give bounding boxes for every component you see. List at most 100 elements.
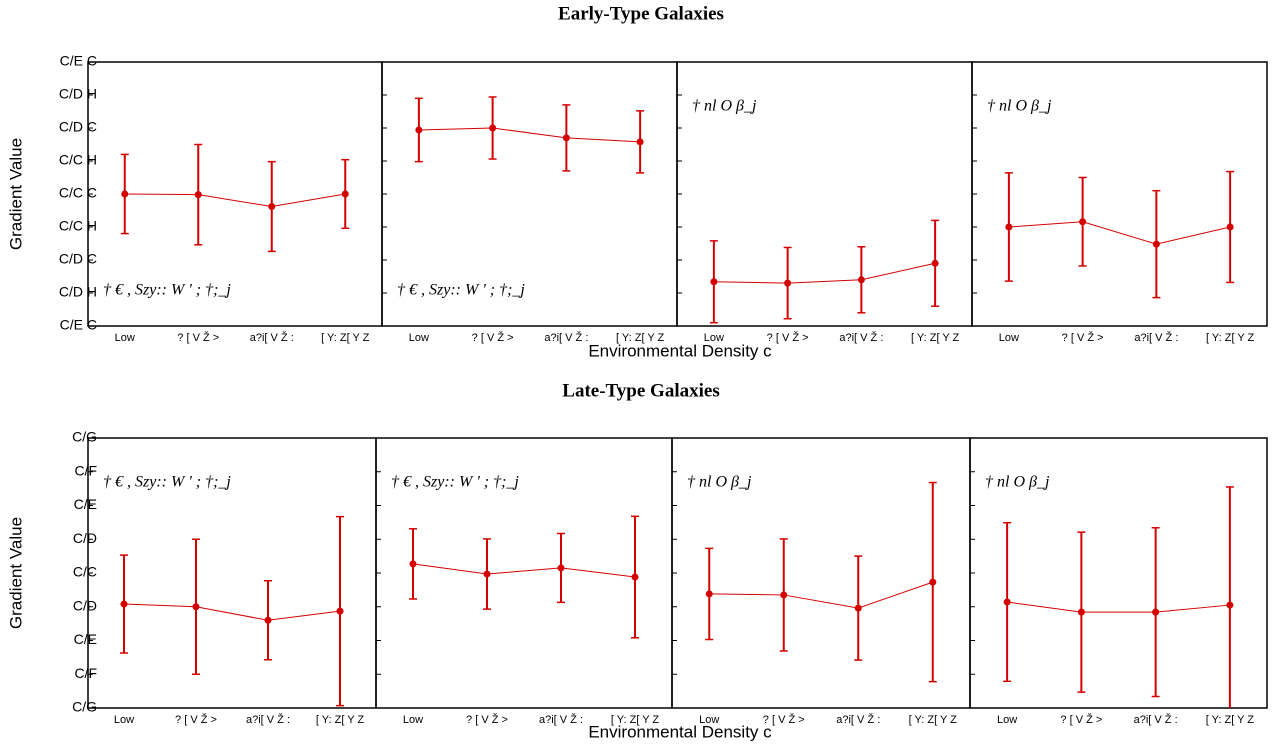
point <box>121 190 129 198</box>
x-tick-label: ? [ V Ž > <box>1060 713 1102 726</box>
point <box>341 190 349 198</box>
point <box>636 138 644 146</box>
point <box>710 278 718 286</box>
data-layer <box>120 515 344 707</box>
y-tick-label: C/E <box>74 496 97 512</box>
point <box>1226 601 1234 609</box>
annotation: † nl O β_j <box>687 474 752 491</box>
point <box>780 591 788 599</box>
x-tick-label: ? [ V Ž > <box>177 331 219 344</box>
annotation: † nl O β_j <box>987 98 1052 115</box>
annotation: † nl O β_j <box>692 98 757 115</box>
point <box>1003 598 1011 606</box>
annotation: † € , Szy:: W ' ; †;_j <box>103 282 231 299</box>
point <box>1152 608 1160 616</box>
x-tick-label: Low <box>699 714 719 726</box>
y-tick-label: C/D H <box>59 284 97 300</box>
point <box>854 604 862 612</box>
x-tick-label: a?i[ V Ž : <box>836 713 880 726</box>
annotation: † € , Szy:: W ' ; †;_j <box>397 282 525 299</box>
point <box>192 603 200 611</box>
point <box>562 134 570 142</box>
point <box>268 203 276 211</box>
series-line <box>418 127 641 143</box>
x-tick-label: Low <box>403 714 423 726</box>
y-tick-label: C/E <box>74 631 97 647</box>
panel: Low ? [ V Ž > a?i[ V Ž : [ Y: Z[ Y Z † nl O … <box>676 61 973 344</box>
x-tick-label: Low <box>115 332 135 344</box>
y-tick-label: C/C H <box>59 218 97 234</box>
point <box>415 126 423 134</box>
data-layer <box>414 96 645 174</box>
x-tick-label: [ Y: Z[ Y Z <box>611 714 660 726</box>
point <box>931 259 939 267</box>
x-tick-label: Low <box>999 332 1019 344</box>
x-tick-label: [ Y: Z[ Y Z <box>321 332 370 344</box>
point <box>336 607 344 615</box>
point <box>784 279 792 287</box>
point <box>489 124 497 132</box>
x-tick-label: ? [ V Ž > <box>472 331 514 344</box>
x-tick-label: ? [ V Ž > <box>763 713 805 726</box>
point <box>1152 240 1160 248</box>
point <box>1226 223 1234 231</box>
point <box>557 564 565 572</box>
x-tick-label: [ Y: Z[ Y Z <box>316 714 365 726</box>
x-tick-label: a?i[ V Ž : <box>539 713 583 726</box>
y-tick-label: C/F <box>74 665 97 681</box>
x-tick-label: a?i[ V Ž : <box>544 331 588 344</box>
annotation: † € , Szy:: W ' ; †;_j <box>103 474 231 491</box>
point <box>857 276 865 284</box>
data-layer <box>705 481 937 683</box>
series-line <box>412 563 636 578</box>
x-tick-label: Low <box>409 332 429 344</box>
data-layer <box>1003 486 1234 708</box>
x-tick-label: ? [ V Ž > <box>175 713 217 726</box>
x-tick-label: [ Y: Z[ Y Z <box>911 332 960 344</box>
x-tick-label: [ Y: Z[ Y Z <box>909 714 958 726</box>
x-tick-label: a?i[ V Ž : <box>1134 331 1178 344</box>
data-layer <box>120 143 350 253</box>
y-tick-label: C/D C <box>59 119 97 135</box>
x-tick-label: [ Y: Z[ Y Z <box>616 332 665 344</box>
x-tick-label: Low <box>997 714 1017 726</box>
point <box>409 560 417 568</box>
data-layer <box>409 515 639 639</box>
panel: Low ? [ V Ž > a?i[ V Ž : [ Y: Z[ Y Z † € , S… <box>87 61 383 344</box>
chart-title: Late-Type Galaxies <box>562 380 719 401</box>
x-tick-label: Low <box>704 332 724 344</box>
point <box>631 573 639 581</box>
point <box>194 191 202 199</box>
y-tick-label: C/D <box>73 597 97 613</box>
series-line <box>709 581 933 609</box>
point <box>929 578 937 586</box>
annotation: † € , Szy:: W ' ; †;_j <box>391 474 519 491</box>
x-tick-label: a?i[ V Ž : <box>839 331 883 344</box>
panel: Low ? [ V Ž > a?i[ V Ž : [ Y: Z[ Y Z † € , S… <box>87 437 377 726</box>
panel: Low ? [ V Ž > a?i[ V Ž : [ Y: Z[ Y Z † nl O … <box>671 437 971 726</box>
panel: Low ? [ V Ž > a?i[ V Ž : [ Y: Z[ Y Z † € , S… <box>375 437 673 726</box>
x-tick-label: a?i[ V Ž : <box>246 713 290 726</box>
x-tick-label: a?i[ V Ž : <box>250 331 294 344</box>
x-tick-label: ? [ V Ž > <box>466 713 508 726</box>
point <box>1005 223 1013 231</box>
y-tick-label: C/C C <box>59 185 97 201</box>
y-tick-label: C/F <box>74 462 97 478</box>
annotation: † nl O β_j <box>985 474 1050 491</box>
y-axis-label: Gradient Value <box>6 138 25 250</box>
y-tick-label: C/D H <box>59 86 97 102</box>
x-tick-label: [ Y: Z[ Y Z <box>1206 714 1255 726</box>
y-tick-label: C/G <box>72 429 97 445</box>
x-tick-label: [ Y: Z[ Y Z <box>1206 332 1255 344</box>
y-axis-label: Gradient Value <box>6 517 25 629</box>
y-tick-label: C/E C <box>60 53 97 69</box>
y-tick-label: C/D C <box>59 251 97 267</box>
data-layer <box>1004 170 1235 299</box>
y-tick-label: C/E C <box>60 317 97 333</box>
x-axis-label: Environmental Density c <box>588 722 772 741</box>
panel: Low ? [ V Ž > a?i[ V Ž : [ Y: Z[ Y Z † nl O … <box>971 61 1268 344</box>
x-tick-label: a?i[ V Ž : <box>1134 713 1178 726</box>
x-tick-label: ? [ V Ž > <box>767 331 809 344</box>
y-tick-label: C/D <box>73 530 97 546</box>
x-tick-label: Low <box>114 714 134 726</box>
